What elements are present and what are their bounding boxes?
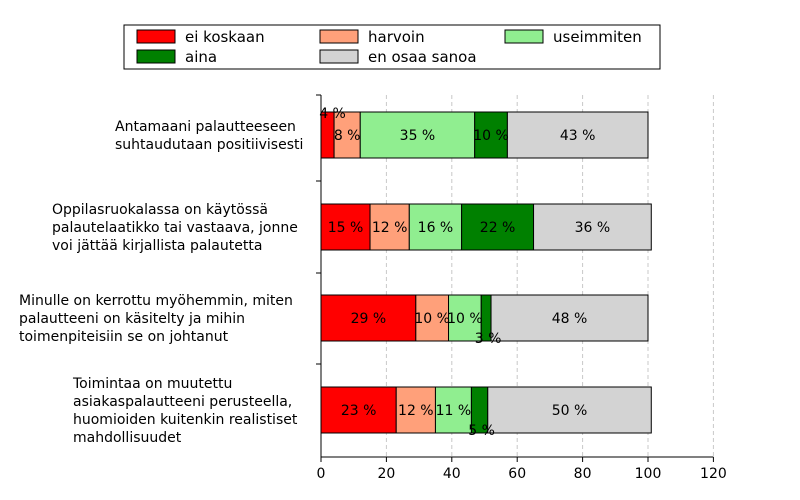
category-label: Minulle on kerrottu myöhemmin, miten pala… xyxy=(19,293,293,345)
legend-swatch xyxy=(136,49,176,64)
data-label: 22 % xyxy=(480,220,516,236)
bar-segment xyxy=(490,294,649,342)
bar-segment xyxy=(434,386,472,434)
legend-swatch xyxy=(136,29,176,44)
legend: ei koskaan harvoin useimmiten aina en osaa s… xyxy=(123,24,661,70)
data-label: 35 % xyxy=(400,128,436,144)
bar-segment xyxy=(533,203,652,251)
legend-label: en osaa sanoa xyxy=(368,48,477,66)
bar-segment xyxy=(320,386,397,434)
legend-label: useimmiten xyxy=(553,28,642,46)
bars xyxy=(320,111,652,434)
bar-segment xyxy=(359,111,476,159)
bar-segment xyxy=(415,294,450,342)
data-label: 10 % xyxy=(414,311,450,327)
legend-item: en osaa sanoa xyxy=(319,48,477,66)
x-tick-label: 20 xyxy=(377,466,395,482)
data-label: 10 % xyxy=(447,311,483,327)
legend-item: aina xyxy=(136,48,217,66)
data-label: 10 % xyxy=(473,128,509,144)
legend-swatch xyxy=(319,29,359,44)
x-tick-label: 0 xyxy=(317,466,326,482)
legend-label: ei koskaan xyxy=(185,28,265,46)
data-label: 5 % xyxy=(468,423,495,439)
data-label: 50 % xyxy=(552,403,588,419)
data-label: 16 % xyxy=(418,220,454,236)
data-label: 36 % xyxy=(575,220,611,236)
bar-row xyxy=(320,111,649,159)
data-label: 48 % xyxy=(552,311,588,327)
data-label: 11 % xyxy=(436,403,472,419)
bar-segment xyxy=(506,111,649,159)
axes: 0 20 40 60 80 100 120 xyxy=(316,94,727,482)
category-labels: 4 % 8 % 35 % 10 % 43 % 15 % 12 % 16 % 22 % 36 % 29… xyxy=(19,106,610,446)
x-tick-label: 80 xyxy=(574,466,592,482)
bar-segment xyxy=(395,386,436,434)
x-tick-label: 60 xyxy=(508,466,526,482)
data-label: 43 % xyxy=(560,128,596,144)
category-label: Antamaani palautteeseen suhtaudutaan posi… xyxy=(115,119,303,153)
x-tick-label: 100 xyxy=(635,466,662,482)
x-tick-label: 120 xyxy=(700,466,727,482)
bar-segment xyxy=(487,386,652,434)
bar-row xyxy=(320,386,652,434)
x-tick-label: 40 xyxy=(443,466,461,482)
bar-row xyxy=(320,203,652,251)
data-label: 3 % xyxy=(475,331,502,347)
data-label: 29 % xyxy=(351,311,387,327)
data-label: 8 % xyxy=(334,128,361,144)
legend-swatch xyxy=(504,29,544,44)
bar-row xyxy=(320,294,649,342)
legend-box xyxy=(123,24,661,70)
legend-item: harvoin xyxy=(319,28,425,46)
bar-segment xyxy=(408,203,463,251)
legend-swatch xyxy=(319,49,359,64)
data-label: 12 % xyxy=(398,403,434,419)
legend-label: aina xyxy=(185,48,217,66)
bar-segment xyxy=(320,203,371,251)
legend-item: useimmiten xyxy=(504,28,642,46)
bar-segment xyxy=(474,111,508,159)
data-label: 15 % xyxy=(328,220,364,236)
data-label: 23 % xyxy=(341,403,377,419)
data-label: 4 % xyxy=(319,106,346,122)
legend-label: harvoin xyxy=(368,28,425,46)
category-label: Toimintaa on muutettu asiakaspalautteeni … xyxy=(72,376,298,446)
category-label: Oppilasruokalassa on käytössä palautelaat… xyxy=(52,202,298,254)
data-label: 12 % xyxy=(372,220,408,236)
legend-item: ei koskaan xyxy=(136,28,265,46)
